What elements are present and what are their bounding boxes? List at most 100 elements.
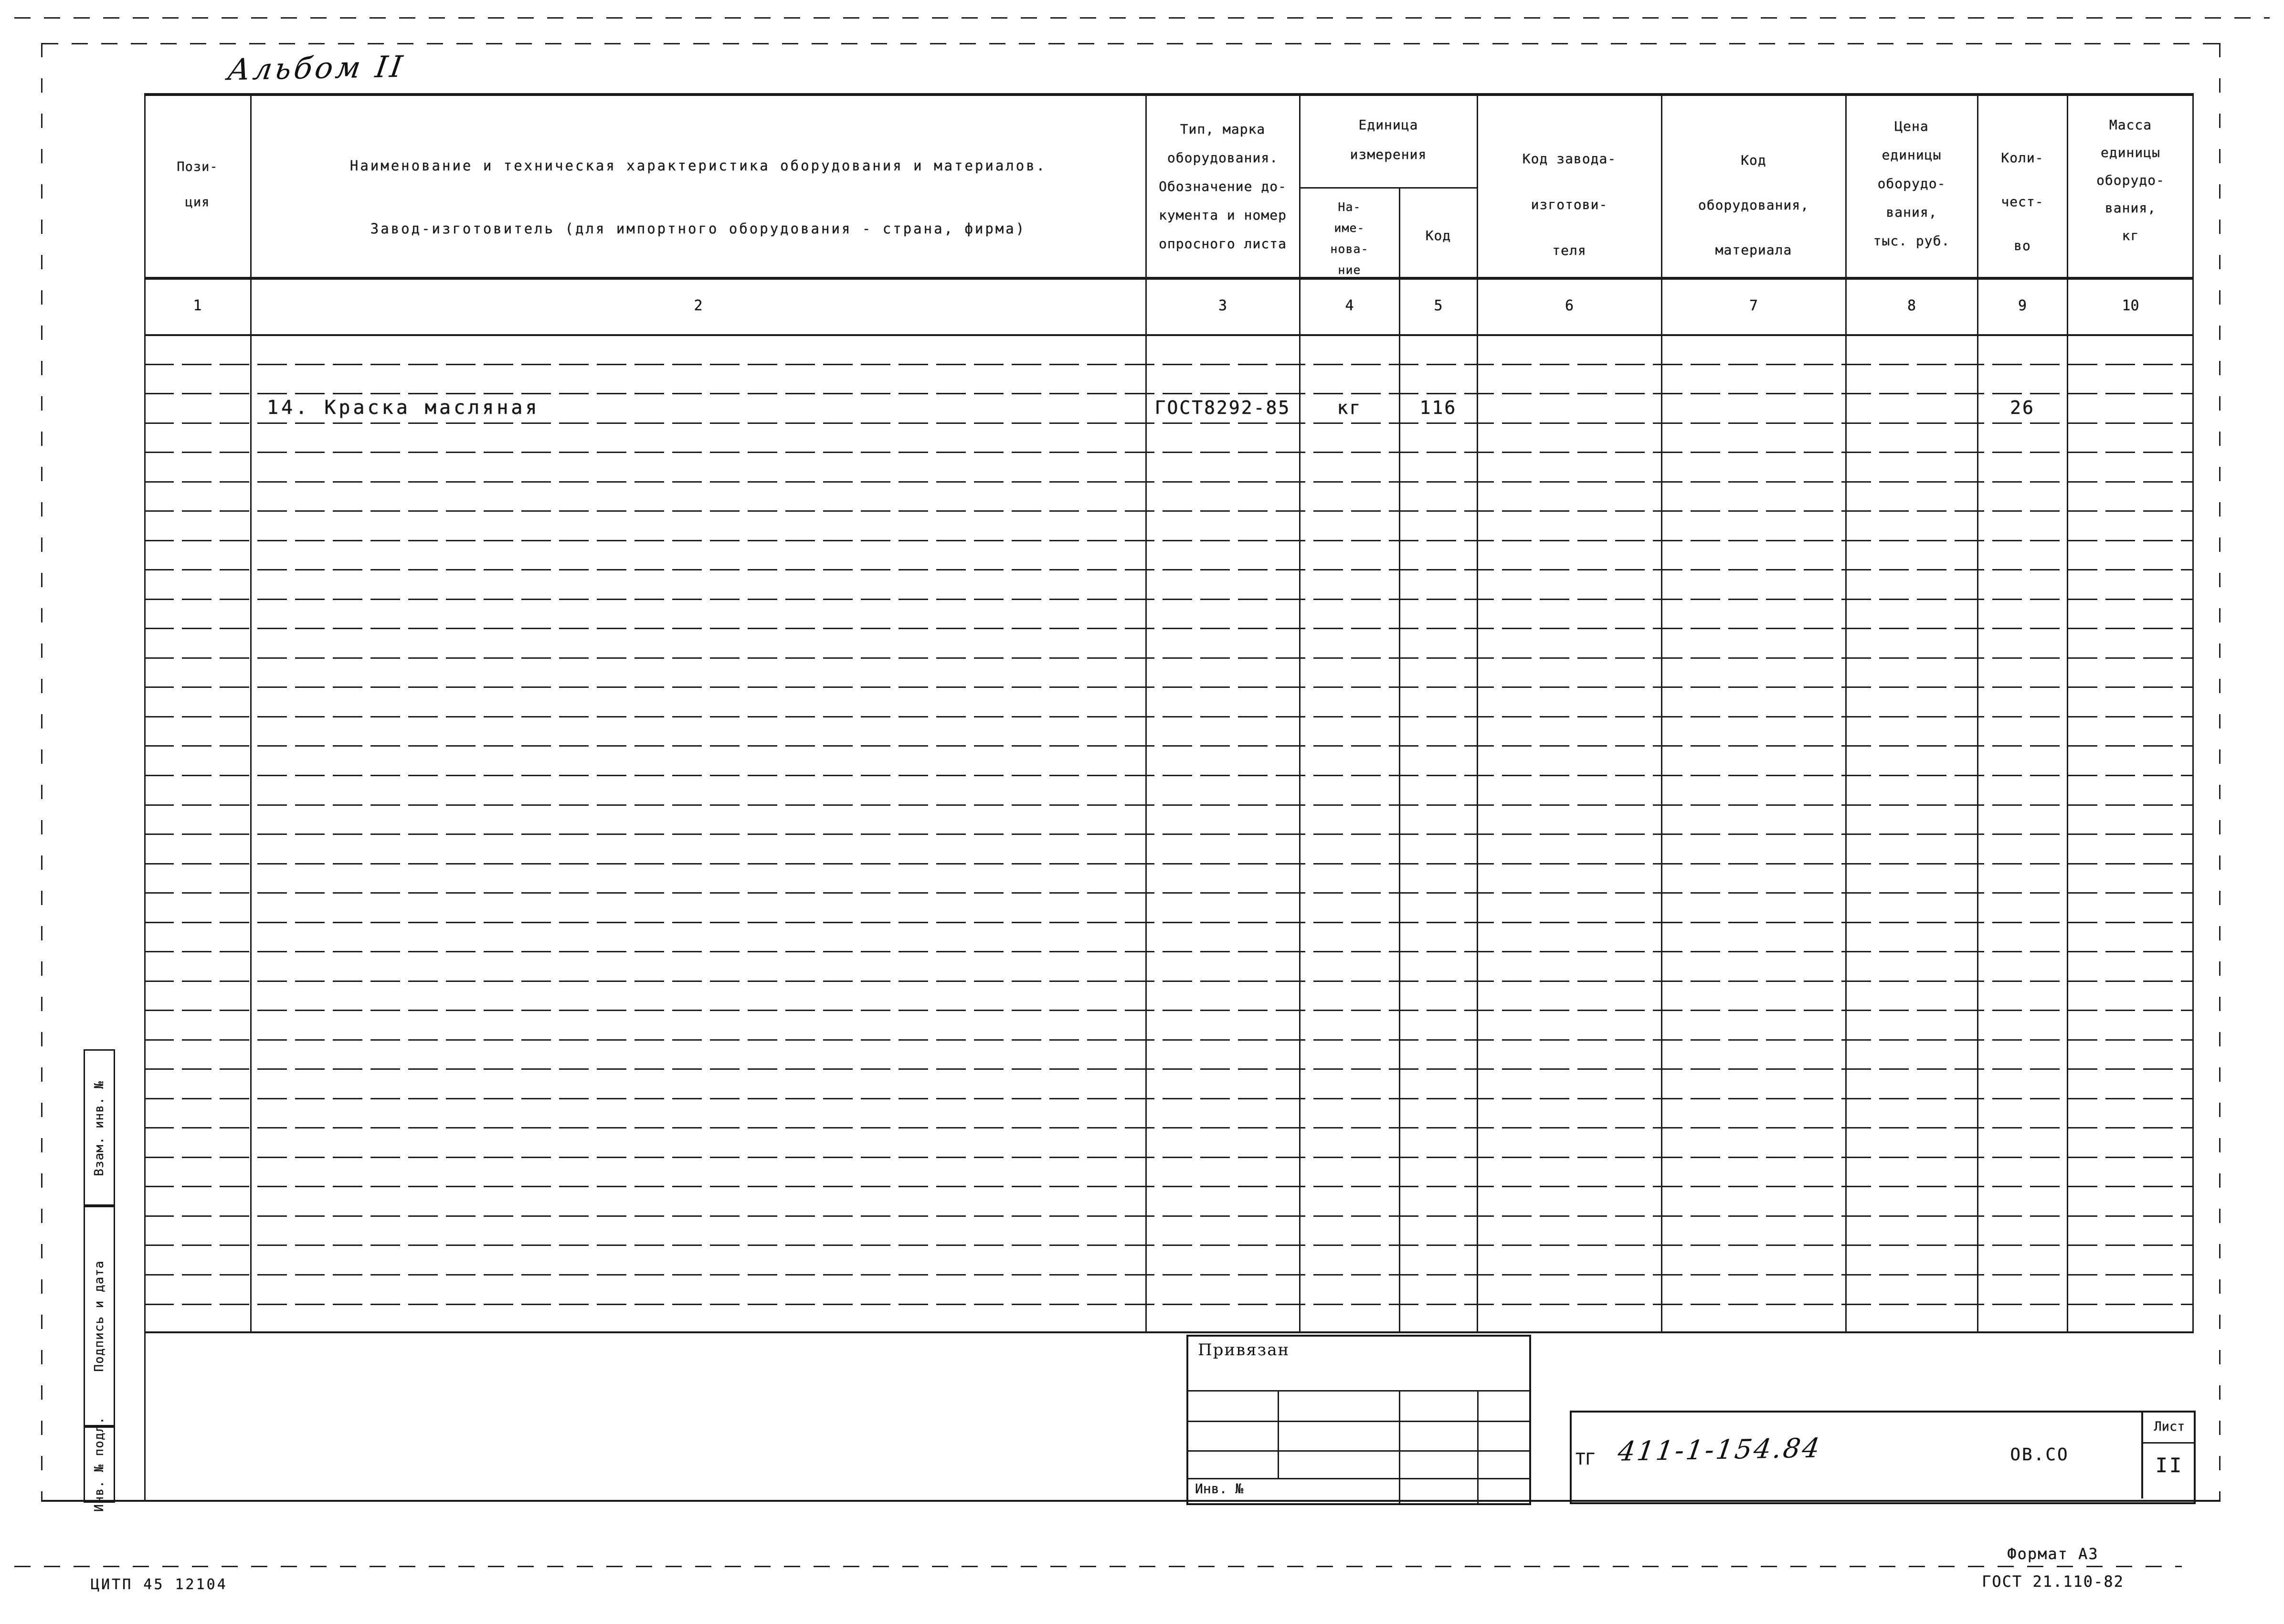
number-row-bottom-line: [144, 334, 2194, 336]
body-row-line-27: [144, 1127, 2194, 1129]
body-row-line-33: [144, 1303, 2194, 1305]
body-row-line-21: [144, 951, 2194, 953]
body-row-line-32: [144, 1274, 2194, 1276]
body-row-line-9: [144, 598, 2194, 600]
header-col-unit-price: Цена единицы оборудо- вания, тыс. руб.: [1873, 118, 1950, 249]
stamp-vline-3: [1477, 1390, 1479, 1503]
colnum-9: 9: [2018, 297, 2027, 314]
margin-label-vzam: Взам. инв. №: [92, 1080, 106, 1176]
table-bottom-line: [144, 1331, 2194, 1333]
cell-name: 14. Краска масляная: [267, 396, 540, 419]
colnum-7: 7: [1749, 297, 1758, 314]
colnum-5: 5: [1434, 297, 1443, 314]
colnum-4: 4: [1345, 297, 1354, 314]
sheet-box-divider: [2143, 1442, 2196, 1444]
body-row-line-11: [144, 657, 2194, 659]
sheet-number: II: [2155, 1454, 2184, 1477]
stamp-hline-2: [1188, 1421, 1529, 1422]
header-unit-group: Единица измерения: [1350, 117, 1427, 162]
footer-citp-label: ЦИТП 45 12104: [91, 1576, 228, 1593]
cell-quantity: 26: [2010, 397, 2035, 418]
header-col-type-mark: Тип, марка оборудования. Обозначение до-…: [1159, 121, 1287, 252]
header-bottom-line: [144, 277, 2194, 280]
margin-label-inv-podl: Инв. № подл.: [92, 1416, 106, 1512]
colnum-2: 2: [694, 297, 703, 314]
colnum-8: 8: [1907, 297, 1916, 314]
header-col-equip-code: Код оборудования, материала: [1698, 152, 1809, 258]
header-col-factory-code: Код завода- изготови- теля: [1522, 151, 1617, 258]
title-block: ТГ 411-1-154.84 ОВ.СО Лист II: [1570, 1411, 2196, 1504]
margin-cell-podpis: Подпись и дата: [84, 1204, 115, 1428]
footer-gost-label: ГОСТ 21.110-82: [1982, 1572, 2124, 1591]
title-block-series-prefix: ТГ: [1576, 1450, 1595, 1469]
body-row-line-23: [144, 1010, 2194, 1012]
colnum-10: 10: [2122, 297, 2139, 314]
body-row-line-22: [144, 980, 2194, 982]
header-col-unit-mass: Масса единицы оборудо- вания, кг: [2096, 117, 2165, 243]
header-col-unit-code: Код: [1425, 228, 1451, 243]
body-row-line-20: [144, 921, 2194, 923]
sheet-label: Лист: [2154, 1419, 2185, 1434]
sheet-number-box: Лист II: [2141, 1413, 2196, 1498]
sheet-top-edge-line: [14, 17, 2270, 19]
table-left-edge: [144, 93, 146, 1501]
table-vline-7: [1845, 93, 1847, 1333]
stamp-hline-3: [1188, 1450, 1529, 1452]
body-row-line-29: [144, 1186, 2194, 1188]
table-vline-2: [1145, 93, 1147, 1333]
body-row-line-12: [144, 686, 2194, 688]
header-col-position: Пози- ция: [177, 159, 218, 210]
body-row-line-17: [144, 833, 2194, 835]
unit-group-divider: [1300, 187, 1477, 189]
header-col-name: Наименование и техническая характеристик…: [349, 158, 1047, 237]
body-row-line-1: [144, 363, 2194, 365]
cell-unit_code: 116: [1419, 397, 1457, 418]
table-right-edge: [2192, 93, 2194, 1333]
body-row-line-3: [144, 422, 2194, 424]
binding-stamp-title: Привязан: [1198, 1340, 1290, 1360]
binding-stamp-block: Привязан Инв. №: [1186, 1335, 1531, 1505]
table-top-line: [144, 93, 2194, 96]
frame-right-line: [2219, 43, 2221, 1502]
margin-label-podpis: Подпись и дата: [92, 1260, 106, 1372]
body-row-line-19: [144, 892, 2194, 894]
table-vline-4: [1399, 187, 1400, 1333]
body-row-line-24: [144, 1039, 2194, 1041]
table-vline-6: [1661, 93, 1662, 1333]
stamp-hline-4: [1188, 1478, 1529, 1479]
body-row-line-18: [144, 863, 2194, 865]
body-row-line-28: [144, 1156, 2194, 1158]
cell-unit_name: кг: [1337, 397, 1362, 418]
table-vline-8: [1977, 93, 1978, 1333]
body-row-line-31: [144, 1244, 2194, 1246]
title-block-series-number: 411-1-154.84: [1616, 1433, 1824, 1467]
cell-type_mark: ГОСТ8292-85: [1154, 397, 1291, 418]
table-vline-1: [250, 93, 252, 1333]
stamp-inv-label: Инв. №: [1195, 1481, 1244, 1497]
table-vline-3: [1299, 93, 1301, 1333]
colnum-6: 6: [1565, 297, 1574, 314]
body-row-line-10: [144, 628, 2194, 630]
body-row-line-2: [144, 393, 2194, 395]
title-block-section-code: ОВ.СО: [2010, 1445, 2069, 1465]
stamp-vline-1: [1278, 1390, 1279, 1478]
body-row-line-4: [144, 452, 2194, 453]
header-col-quantity: Коли- чест- во: [2001, 150, 2044, 253]
body-row-line-15: [144, 774, 2194, 776]
frame-bottom-line: [42, 1500, 2221, 1502]
body-row-line-30: [144, 1215, 2194, 1217]
body-row-line-7: [144, 539, 2194, 541]
body-row-line-13: [144, 716, 2194, 717]
table-vline-9: [2067, 93, 2068, 1333]
frame-left-line: [41, 43, 42, 1502]
body-row-line-16: [144, 804, 2194, 806]
margin-cell-vzam: Взам. инв. №: [84, 1049, 115, 1207]
body-row-line-25: [144, 1068, 2194, 1070]
sheet-bottom-edge-line: [14, 1566, 2182, 1567]
footer-format-label: Формат А3: [2007, 1545, 2099, 1563]
header-col-unit-name: На- име- нова- ние: [1330, 200, 1369, 277]
body-row-line-6: [144, 510, 2194, 512]
body-row-line-8: [144, 569, 2194, 571]
album-title: Альбом II: [225, 49, 408, 87]
